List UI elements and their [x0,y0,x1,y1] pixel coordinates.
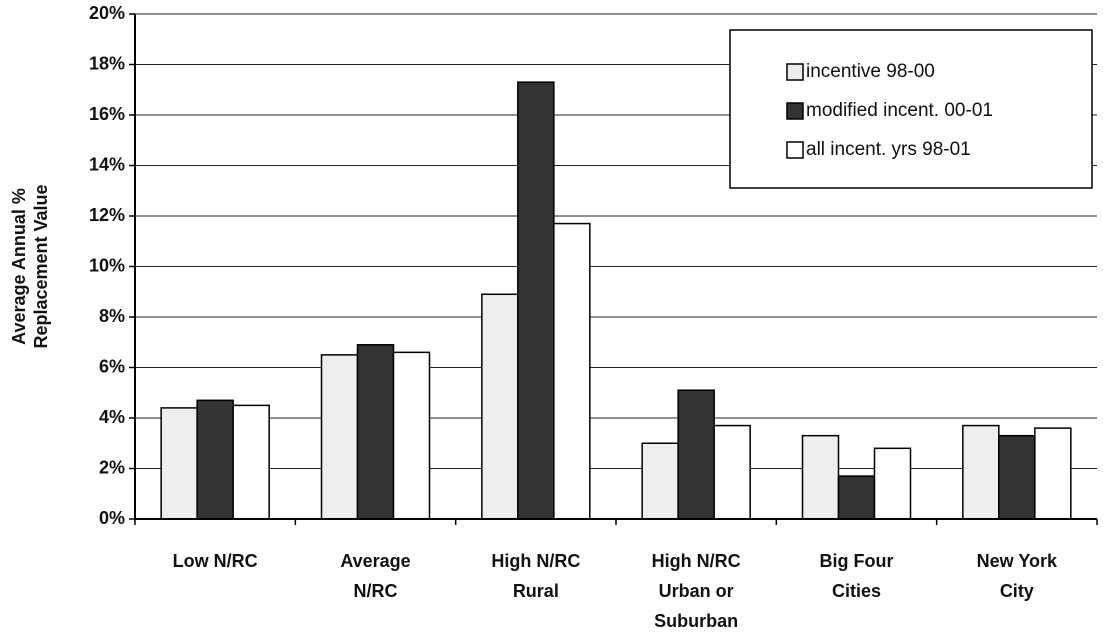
bar [392,351,431,520]
x-tick-label-line: High N/RC [652,551,741,571]
x-tick-label: Big Four Cities [820,551,894,601]
legend-swatch [786,63,804,81]
y-tick-label: 0% [99,508,125,528]
y-axis-label-line: Replacement Value [31,184,51,348]
legend-swatch [786,102,804,120]
y-tick-label: 10% [89,255,125,275]
bar [196,399,234,520]
bar [713,424,751,520]
x-tick-label: High N/RC Urban or Suburban [652,551,741,631]
bar [641,442,679,520]
x-tick-label-line: Cities [832,581,881,601]
legend-label: incentive 98-00 [806,61,935,82]
bar [1034,427,1072,520]
y-tick-label: 14% [89,154,125,174]
bar [232,404,270,520]
y-tick-label: 6% [99,356,125,376]
x-tick-label-line: Rural [513,581,559,601]
x-tick-label-line: Big Four [820,551,894,571]
y-tick-label: 16% [89,104,125,124]
x-tick-label: Average N/RC [340,551,410,601]
bar [356,344,395,520]
y-tick-label: 4% [99,407,125,427]
bar [998,434,1036,520]
x-tick-label-line: Suburban [654,611,738,631]
x-tick-label-line: New York [977,551,1058,571]
legend-label: all incent. yrs 98-01 [806,139,971,160]
x-tick-label-line: Average [340,551,410,571]
x-tick-label: High N/RC Rural [491,551,580,601]
y-tick-label: 12% [89,205,125,225]
bar [481,293,519,520]
x-tick-label-line: Urban or [659,581,734,601]
y-tick-label: 18% [89,53,125,73]
bar [160,407,198,520]
bar [553,222,591,520]
bar [837,475,876,520]
x-tick-label: New York City [977,551,1058,601]
x-tick-label-line: High N/RC [491,551,580,571]
bar [320,354,359,520]
y-axis-label: Average Annual % Replacement Value [9,184,51,348]
bar [517,81,555,520]
bar [677,389,715,520]
legend-label: modified incent. 00-01 [806,100,993,121]
y-axis-label-line: Average Annual % [9,188,29,345]
x-tick-label-line: City [1000,581,1034,601]
y-tick-label: 8% [99,306,125,326]
bar [873,447,912,520]
legend-swatch [786,141,804,159]
bar [801,434,840,520]
y-tick-label: 20% [89,3,125,23]
x-tick-label-line: Low N/RC [173,551,258,571]
x-tick-label-line: N/RC [354,581,398,601]
x-tick-label: Low N/RC [173,551,258,571]
bar [962,424,1000,520]
y-tick-label: 2% [99,457,125,477]
